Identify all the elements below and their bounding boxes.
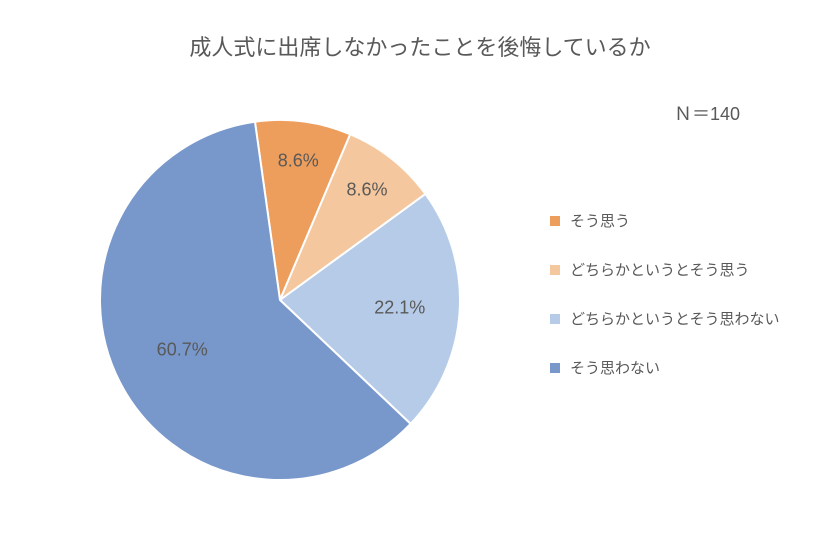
legend-item: どちらかというとそう思わない xyxy=(550,308,780,329)
legend-marker xyxy=(550,265,560,275)
slice-label: 22.1% xyxy=(374,297,425,318)
legend-marker xyxy=(550,314,560,324)
chart-title: 成人式に出席しなかったことを後悔しているか xyxy=(0,30,840,62)
pie-chart: 8.6% 8.6% 22.1% 60.7% xyxy=(80,100,480,500)
legend-label: どちらかというとそう思う xyxy=(570,259,750,280)
legend: そう思うどちらかというとそう思うどちらかというとそう思わないそう思わない xyxy=(550,210,780,378)
legend-label: そう思わない xyxy=(570,357,660,378)
legend-label: そう思う xyxy=(570,210,630,231)
legend-item: そう思う xyxy=(550,210,780,231)
legend-item: そう思わない xyxy=(550,357,780,378)
legend-marker xyxy=(550,363,560,373)
slice-label: 8.6% xyxy=(278,151,319,172)
slice-label: 60.7% xyxy=(157,340,208,361)
legend-marker xyxy=(550,216,560,226)
legend-label: どちらかというとそう思わない xyxy=(570,308,780,329)
slice-label: 8.6% xyxy=(347,180,388,201)
sample-size-label: Ｎ＝140 xyxy=(674,100,740,126)
legend-item: どちらかというとそう思う xyxy=(550,259,780,280)
